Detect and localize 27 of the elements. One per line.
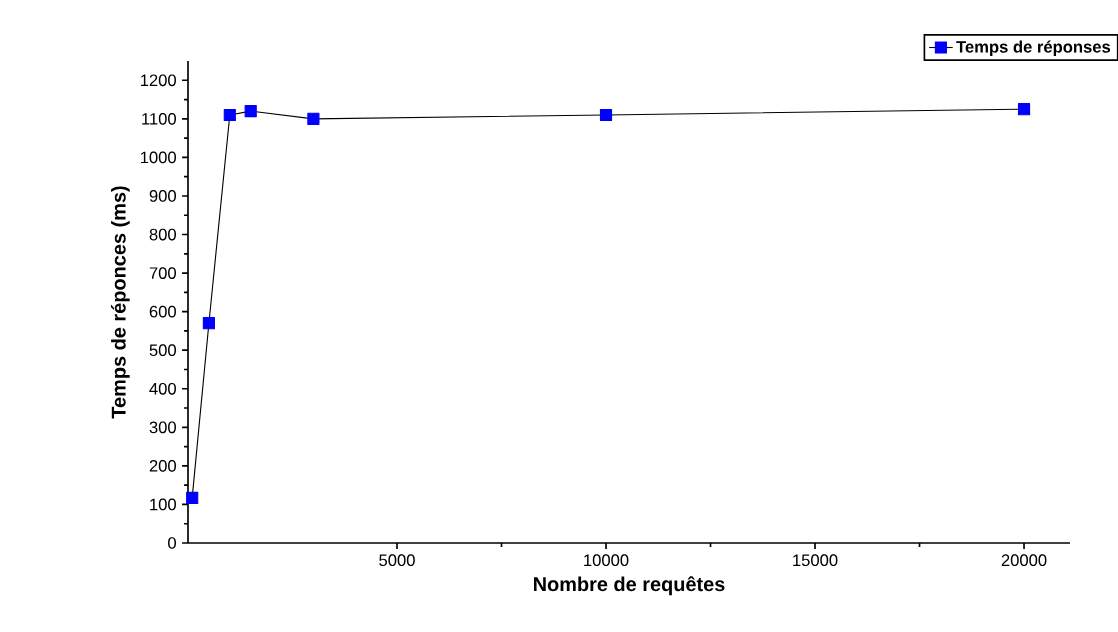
x-tick-label: 10000 [584,554,629,567]
y-tick-label: 300 [149,421,177,434]
y-tick-label: 200 [149,460,177,472]
y-tick-label: 900 [149,190,177,202]
y-tick-label: 700 [149,267,177,279]
y-axis-title: Temps de réponces (ms) [110,186,130,419]
y-tick-label: 500 [149,344,177,357]
y-tick-label: 400 [149,382,177,395]
x-tick-label: 20000 [1001,554,1047,567]
point [202,317,215,330]
point [244,105,257,118]
x-tick-label: 15000 [793,554,838,567]
y-tick-label: 800 [149,228,177,241]
y-tick-label: 600 [149,305,177,318]
y-tick-label: 0 [168,537,177,549]
point [223,108,236,122]
y-tick-label: 1000 [140,151,176,164]
y-tick-label: 100 [150,498,177,511]
point [1017,103,1031,116]
x-tick-label: 5000 [379,554,415,567]
legend-label: Temps de réponses [956,40,1111,57]
point [599,108,613,122]
y-tick-label: 1200 [140,74,176,87]
x-axis-title: Nombre de requêtes [533,576,725,596]
y-tick-label: 1100 [142,112,177,125]
point [307,112,320,125]
point [186,491,199,504]
